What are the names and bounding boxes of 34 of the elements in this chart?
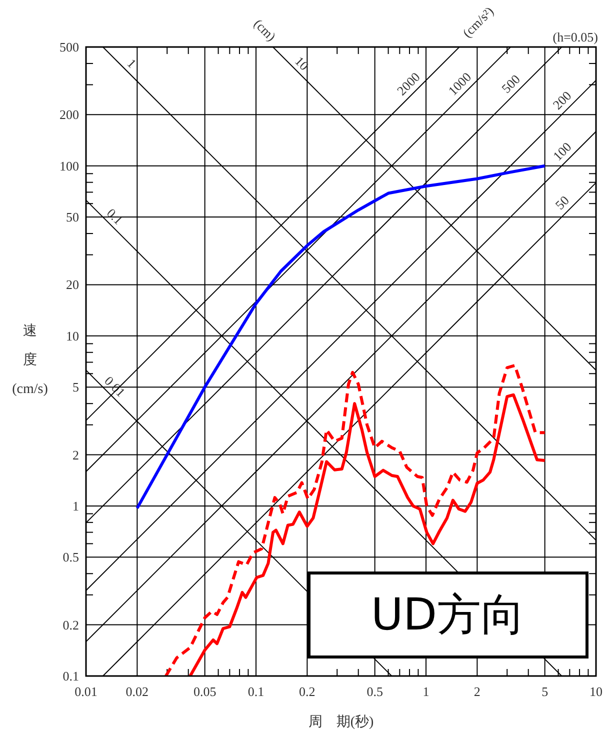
y-tick-label: 0.2 bbox=[62, 617, 79, 632]
legend-label: 50 bbox=[552, 192, 572, 212]
text: 1 bbox=[124, 56, 140, 71]
x-tick-label: 0.5 bbox=[366, 684, 383, 699]
x-tick-label: 0.01 bbox=[74, 684, 98, 699]
y-tick-label: 500 bbox=[60, 40, 79, 54]
x-tick-label: 2 bbox=[474, 684, 480, 699]
x-tick-label: 1 bbox=[422, 684, 430, 699]
x-tick-label: 0.05 bbox=[193, 684, 216, 699]
x-tick-label: 10 bbox=[590, 684, 602, 699]
x-tick-label: 0.02 bbox=[126, 684, 149, 699]
text: 0.1 bbox=[104, 205, 126, 228]
x-tick-label: 0.1 bbox=[248, 684, 264, 699]
text: (h=0.05) bbox=[552, 30, 598, 44]
y-tick-label: 10 bbox=[66, 328, 79, 344]
y-tick-label: 0.5 bbox=[62, 550, 79, 565]
y-axis-title: 速度(cm/s) bbox=[12, 323, 48, 397]
y-tick-label: 2 bbox=[72, 447, 79, 462]
y-tick-label: 200 bbox=[60, 107, 79, 122]
x-tick-label: 0.2 bbox=[299, 684, 316, 699]
x-tick-label: 5 bbox=[542, 684, 548, 699]
text: 100 bbox=[550, 139, 574, 164]
text: (cm) bbox=[251, 16, 279, 44]
y-tick-label: 50 bbox=[66, 210, 79, 225]
y-tick-label: 5 bbox=[72, 380, 79, 395]
text: 500 bbox=[498, 72, 523, 96]
y-tick-label: 20 bbox=[66, 277, 79, 292]
y-tick-label: 0.1 bbox=[62, 668, 79, 684]
y-tick-label: 1 bbox=[72, 498, 79, 514]
text: 200 bbox=[550, 88, 574, 112]
y-tick-label: 100 bbox=[60, 158, 79, 174]
x-axis-title: 周 期(秒) bbox=[308, 714, 374, 730]
label-box: UD方向 bbox=[308, 572, 588, 658]
text: 10 bbox=[292, 53, 312, 74]
